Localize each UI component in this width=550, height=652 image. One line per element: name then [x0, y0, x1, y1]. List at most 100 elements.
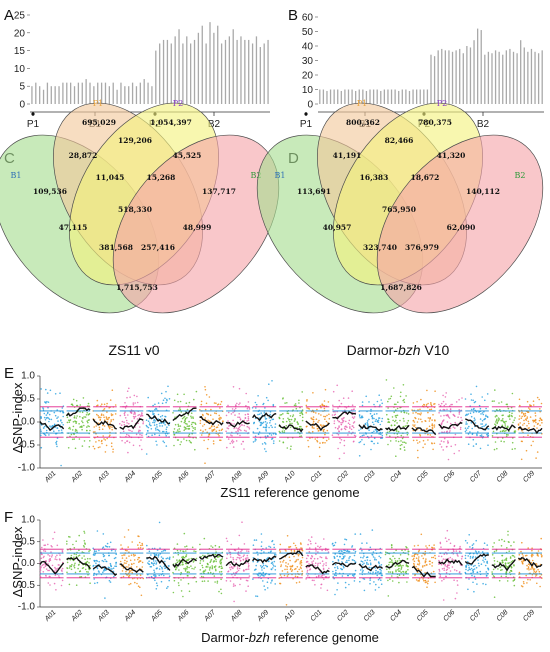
snp-point — [222, 420, 224, 422]
snp-point — [207, 566, 209, 568]
snp-point — [72, 421, 75, 423]
snp-point — [214, 412, 216, 414]
snp-point — [178, 560, 180, 563]
snp-point — [530, 554, 533, 557]
snp-point — [385, 433, 388, 436]
snp-point — [407, 419, 410, 422]
snp-point — [147, 562, 149, 564]
snp-point — [373, 442, 375, 445]
snp-point — [48, 560, 51, 563]
snp-point — [527, 434, 529, 437]
snp-point — [43, 416, 46, 419]
snp-point — [128, 429, 130, 431]
snp-point — [243, 570, 245, 572]
y-tick-label: 20 — [14, 28, 26, 39]
snp-point — [473, 420, 475, 422]
snp-point — [183, 438, 185, 440]
snp-point — [145, 419, 148, 422]
snp-point — [57, 416, 59, 418]
snp-point — [215, 412, 218, 415]
snp-point — [78, 438, 81, 440]
snp-point — [341, 421, 344, 424]
snp-point — [421, 555, 423, 557]
snp-point — [431, 428, 434, 430]
snp-point — [443, 578, 445, 581]
snp-point — [364, 559, 366, 562]
snp-point — [445, 446, 448, 448]
chromosome-label: A10 — [282, 470, 297, 485]
snp-point — [510, 567, 513, 569]
snp-point — [282, 441, 285, 444]
snp-point — [523, 413, 525, 416]
snp-point — [172, 430, 175, 433]
snp-point — [508, 541, 510, 543]
snp-point — [139, 415, 142, 418]
snp-point — [204, 408, 207, 411]
snp-point — [526, 417, 528, 420]
snp-point — [529, 579, 531, 581]
chromosome-label: C09 — [522, 470, 536, 484]
delta-snp-trend-line — [465, 418, 490, 431]
snp-point — [388, 430, 391, 433]
snp-point — [454, 421, 457, 424]
snp-point — [138, 541, 141, 544]
snp-point — [207, 419, 209, 422]
venn-region-b1-p1-b2: 257,416 — [141, 243, 175, 252]
snp-point — [73, 417, 76, 419]
snp-point — [286, 575, 289, 577]
snp-point — [387, 400, 389, 403]
snp-point — [83, 440, 86, 442]
chromosome-label: C04 — [389, 609, 403, 623]
snp-point — [173, 444, 175, 447]
snp-point — [343, 444, 346, 447]
snp-point — [467, 443, 470, 446]
snp-point — [301, 574, 303, 576]
snp-point — [314, 564, 316, 567]
snp-point — [532, 400, 535, 403]
snp-point — [121, 557, 124, 559]
snp-point — [82, 421, 84, 424]
snp-point — [299, 561, 302, 563]
y-tick-label: 10 — [302, 85, 314, 96]
snp-point — [432, 448, 434, 451]
snp-point — [335, 569, 337, 572]
snp-point — [127, 414, 129, 416]
snp-point — [413, 425, 415, 428]
snp-point — [511, 412, 513, 415]
snp-point — [400, 434, 403, 437]
snp-point — [246, 420, 248, 422]
snp-point — [136, 574, 138, 576]
snp-point — [465, 565, 468, 567]
snp-point — [340, 421, 342, 424]
snp-point — [231, 442, 234, 444]
snp-point — [168, 579, 170, 582]
snp-point — [442, 420, 444, 422]
snp-point — [504, 559, 506, 561]
snp-point — [87, 574, 89, 576]
snp-point — [445, 392, 448, 394]
snp-point — [352, 575, 355, 577]
snp-point — [126, 422, 128, 424]
snp-point — [508, 571, 511, 574]
snp-point — [53, 531, 56, 534]
snp-point — [400, 568, 403, 570]
y-tick-label: 15 — [14, 46, 26, 57]
snp-point — [284, 402, 286, 404]
snp-point — [168, 575, 171, 577]
snp-point — [381, 420, 383, 423]
snp-point — [279, 543, 282, 546]
snp-point — [155, 408, 158, 410]
snp-point — [128, 551, 130, 553]
snp-point — [128, 583, 130, 586]
snp-point — [264, 588, 266, 591]
snp-point — [529, 408, 531, 411]
snp-point — [378, 394, 381, 397]
snp-point — [440, 423, 443, 426]
snp-point — [358, 415, 361, 417]
snp-point — [104, 558, 106, 561]
snp-point — [219, 418, 221, 420]
snp-point — [229, 580, 232, 582]
snp-point — [252, 544, 255, 546]
snp-point — [253, 569, 256, 571]
snp-point — [389, 435, 391, 438]
